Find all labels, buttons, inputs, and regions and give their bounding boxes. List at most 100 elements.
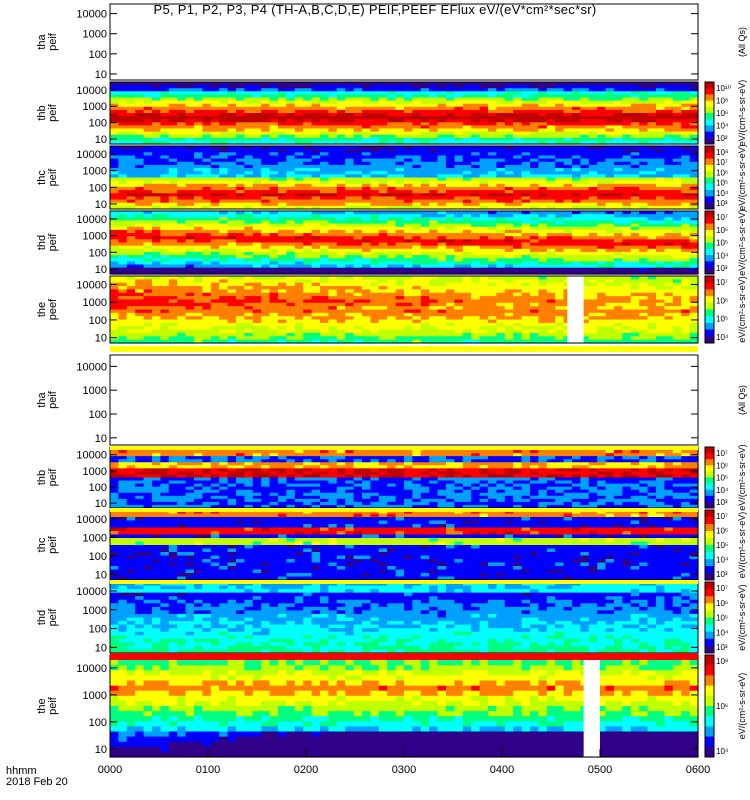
heatmap-cell <box>378 223 388 228</box>
heatmap-cell <box>656 88 665 92</box>
heatmap-cell <box>555 137 565 142</box>
heatmap-cell <box>303 161 313 166</box>
heatmap-cell <box>454 267 464 272</box>
heatmap-cell <box>261 186 271 191</box>
heatmap-cell <box>110 332 119 337</box>
heatmap-cell <box>681 161 691 166</box>
heatmap-cell <box>378 131 388 136</box>
heatmap-cell <box>479 125 489 130</box>
heatmap-cell <box>294 255 304 259</box>
heatmap-cell <box>538 186 548 191</box>
heatmap-cell <box>362 168 371 172</box>
heatmap-cell <box>328 196 338 201</box>
heatmap-cell <box>126 164 136 169</box>
heatmap-cell <box>202 220 212 225</box>
heatmap-cell <box>286 146 296 150</box>
heatmap-cell <box>345 316 355 321</box>
heatmap-cell <box>227 202 237 207</box>
heatmap-cell <box>252 196 262 201</box>
heatmap-cell <box>664 261 674 266</box>
heatmap-cell <box>160 186 170 191</box>
heatmap-cell <box>546 270 556 275</box>
heatmap-cell <box>311 193 321 197</box>
heatmap-cell <box>370 155 380 160</box>
heatmap-cell <box>261 322 271 327</box>
heatmap-cell <box>152 131 161 136</box>
heatmap-cell <box>303 264 313 269</box>
heatmap-cell <box>378 220 388 225</box>
heatmap-cell <box>236 94 245 99</box>
heatmap-cell <box>353 137 363 142</box>
heatmap-cell <box>244 97 254 102</box>
heatmap-cell <box>672 190 682 194</box>
heatmap-cell <box>437 226 447 231</box>
heatmap-cell <box>320 109 329 114</box>
heatmap-cell <box>261 85 271 89</box>
heatmap-cell <box>194 267 203 272</box>
heatmap-cell <box>681 109 691 114</box>
heatmap-cell <box>412 158 422 163</box>
heatmap-cell <box>454 171 464 175</box>
colorbar-segment <box>705 269 714 273</box>
heatmap-cell <box>370 236 380 240</box>
heatmap-cell <box>454 180 464 185</box>
heatmap-cell <box>362 180 371 185</box>
heatmap-cell <box>345 158 355 163</box>
heatmap-cell <box>689 255 699 259</box>
heatmap-cell <box>597 220 607 225</box>
heatmap-cell <box>168 140 178 145</box>
heatmap-cell <box>614 258 623 262</box>
heatmap-cell <box>429 248 439 253</box>
heatmap-cell <box>454 100 464 105</box>
heatmap-cell <box>311 199 321 204</box>
heatmap-cell <box>261 329 271 334</box>
colorbar-segment <box>705 117 714 120</box>
heatmap-cell <box>538 109 548 114</box>
heatmap-cell <box>294 85 304 89</box>
heatmap-cell <box>504 264 514 269</box>
heatmap-cell <box>639 140 649 145</box>
heatmap-cell <box>614 220 623 225</box>
heatmap-cell <box>261 140 271 145</box>
heatmap-cell <box>521 199 531 204</box>
heatmap-cell <box>185 100 195 105</box>
heatmap-cell <box>202 196 212 201</box>
heatmap-cell <box>572 183 581 188</box>
heatmap-cell <box>219 183 229 188</box>
heatmap-cell <box>597 217 607 222</box>
heatmap-cell <box>110 119 119 123</box>
heatmap-cell <box>672 168 682 172</box>
heatmap-cell <box>639 258 649 262</box>
heatmap-cell <box>328 122 338 126</box>
heatmap-cell <box>278 245 287 250</box>
heatmap-cell <box>353 339 363 344</box>
heatmap-cell <box>118 116 128 120</box>
heatmap-cell <box>572 239 581 244</box>
heatmap-cell <box>555 236 565 240</box>
heatmap-cell <box>597 261 607 266</box>
heatmap-cell <box>261 146 271 150</box>
heatmap-cell <box>689 239 699 244</box>
heatmap-cell <box>160 164 170 169</box>
heatmap-cell <box>227 125 237 130</box>
heatmap-cell <box>387 186 397 191</box>
heatmap-cell <box>462 113 472 117</box>
heatmap-cell <box>202 94 212 99</box>
heatmap-cell <box>320 113 329 117</box>
heatmap-cell <box>143 302 153 307</box>
colorbar-segment <box>705 206 714 210</box>
heatmap-cell <box>353 220 363 225</box>
heatmap-cell <box>328 82 338 86</box>
heatmap-cell <box>320 94 329 99</box>
heatmap-cell <box>622 242 632 247</box>
heatmap-cell <box>244 146 254 150</box>
heatmap-cell <box>126 100 136 105</box>
heatmap-cell <box>269 149 279 153</box>
heatmap-cell <box>303 149 313 153</box>
heatmap-cell <box>563 174 573 179</box>
heatmap-cell <box>194 229 203 234</box>
heatmap-cell <box>177 122 187 126</box>
heatmap-cell <box>546 242 556 247</box>
heatmap-cell <box>446 258 455 262</box>
heatmap-cell <box>446 149 455 153</box>
